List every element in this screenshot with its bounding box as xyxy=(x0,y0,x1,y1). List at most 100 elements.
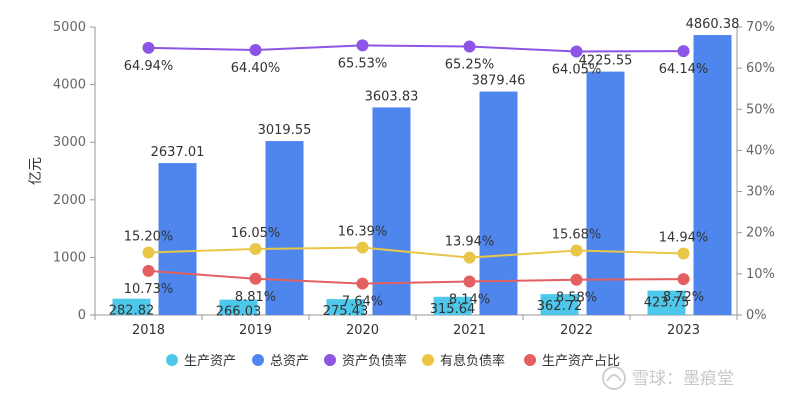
legend-label: 有息负债率 xyxy=(440,353,505,369)
point-2-2018 xyxy=(142,264,155,277)
y-axis-label: 亿元 xyxy=(28,157,44,185)
legend-marker xyxy=(252,354,264,366)
bar-0-2020 xyxy=(326,299,365,315)
line-data-label: 64.14% xyxy=(659,62,709,77)
right-tick-label: 10% xyxy=(746,267,775,282)
data-labels: 282.82 266.03 275.43 315.64 362.72 423.75 2637… xyxy=(109,17,740,320)
line-data-label: 65.25% xyxy=(445,58,495,73)
bar-1-2018 xyxy=(158,163,197,315)
line-data-label: 16.39% xyxy=(338,225,388,240)
line-data-label: 15.20% xyxy=(124,229,174,244)
bar-0-2023 xyxy=(647,290,686,315)
left-tick-label: 2000 xyxy=(53,193,86,208)
right-tick-label: 30% xyxy=(746,185,775,200)
point-1-2021 xyxy=(463,251,476,264)
line-data-label: 65.53% xyxy=(338,56,388,71)
legend-marker xyxy=(324,354,336,366)
point-1-2023 xyxy=(677,247,690,260)
x-tick-label: 2018 xyxy=(132,323,165,338)
bar-data-label: 3603.83 xyxy=(365,89,419,104)
line-data-label: 16.05% xyxy=(231,226,281,241)
left-tick-label: 0 xyxy=(78,308,86,323)
left-tick-labels: 0 1000 2000 3000 4000 5000 xyxy=(53,20,95,323)
bar-data-label: 282.82 xyxy=(109,304,155,319)
legend-marker xyxy=(166,354,178,366)
line-1 xyxy=(148,246,684,259)
bar-data-label: 4225.55 xyxy=(579,54,633,69)
point-1-2019 xyxy=(249,242,262,255)
line-data-label: 10.73% xyxy=(124,282,174,297)
bar-data-label: 2637.01 xyxy=(151,145,205,160)
line-2 xyxy=(148,269,684,285)
bar-1-2021 xyxy=(479,91,518,315)
point-1-2022 xyxy=(570,244,583,257)
legend-marker xyxy=(422,354,434,366)
right-tick-label: 40% xyxy=(746,143,775,158)
x-tick-label: 2023 xyxy=(667,323,700,338)
lines xyxy=(142,39,690,290)
bar-data-label: 266.03 xyxy=(216,305,262,320)
line-0 xyxy=(148,44,684,53)
line-data-label: 8.58% xyxy=(556,291,597,306)
bar-data-label: 4860.38 xyxy=(686,17,740,32)
line-data-label: 15.68% xyxy=(552,227,602,242)
line-data-label: 8.14% xyxy=(449,293,490,308)
right-tick-label: 50% xyxy=(746,102,775,117)
legend-label: 总资产 xyxy=(270,354,309,369)
line-data-label: 7.64% xyxy=(342,295,383,310)
bar-0-2022 xyxy=(540,294,579,315)
line-data-label: 8.81% xyxy=(235,290,276,305)
left-tick-label: 3000 xyxy=(53,135,86,150)
left-tick-label: 4000 xyxy=(53,78,86,93)
bar-1-2022 xyxy=(586,71,625,315)
bar-1-2019 xyxy=(265,141,304,315)
point-0-2019 xyxy=(249,44,262,57)
point-0-2018 xyxy=(142,41,155,54)
line-data-label: 13.94% xyxy=(445,235,495,250)
x-tick-labels: 2018 2019 2020 2021 2022 2023 xyxy=(94,315,738,338)
point-2-2022 xyxy=(570,273,583,286)
bar-data-label: 315.64 xyxy=(430,302,476,317)
bar-data-label: 3879.46 xyxy=(472,74,526,89)
line-data-label: 64.94% xyxy=(124,59,174,74)
bar-0-2018 xyxy=(112,298,151,315)
legend-label: 资产负债率 xyxy=(342,353,407,369)
bar-0-2019 xyxy=(219,299,258,315)
x-tick-label: 2020 xyxy=(346,323,379,338)
line-data-label: 14.94% xyxy=(659,231,709,246)
right-tick-label: 60% xyxy=(746,61,775,76)
point-1-2018 xyxy=(142,246,155,259)
line-data-label: 64.05% xyxy=(552,62,602,77)
legend: 生产资产 总资产 资产负债率 有息负债率 生产资产占比 xyxy=(166,353,620,369)
bar-1-2023 xyxy=(693,35,732,315)
right-tick-label: 0% xyxy=(746,308,767,323)
point-2-2023 xyxy=(677,273,690,286)
bar-data-label: 3019.55 xyxy=(258,123,312,138)
legend-label: 生产资产 xyxy=(184,354,236,369)
point-2-2019 xyxy=(249,272,262,285)
legend-label: 生产资产占比 xyxy=(542,354,620,369)
watermark-text: 雪球：墨痕堂 xyxy=(632,369,734,389)
right-tick-label: 70% xyxy=(746,20,775,35)
point-0-2022 xyxy=(570,45,583,58)
bar-data-label: 362.72 xyxy=(537,299,583,314)
bar-1-2020 xyxy=(372,107,411,315)
bar-data-label: 423.75 xyxy=(644,296,690,311)
left-tick-label: 5000 xyxy=(53,20,86,35)
x-tick-label: 2021 xyxy=(453,323,486,338)
point-0-2020 xyxy=(356,39,369,52)
point-0-2021 xyxy=(463,40,476,53)
bars xyxy=(112,35,732,315)
line-data-label: 8.72% xyxy=(663,290,704,305)
point-2-2020 xyxy=(356,277,369,290)
legend-marker xyxy=(524,354,536,366)
x-tick-label: 2019 xyxy=(239,323,272,338)
point-2-2021 xyxy=(463,275,476,288)
left-tick-label: 1000 xyxy=(53,250,86,265)
x-tick-label: 2022 xyxy=(560,323,593,338)
point-1-2020 xyxy=(356,241,369,254)
xueqiu-logo-icon xyxy=(602,366,626,390)
bar-data-label: 275.43 xyxy=(323,304,369,319)
watermark: 雪球：墨痕堂 xyxy=(602,366,734,390)
